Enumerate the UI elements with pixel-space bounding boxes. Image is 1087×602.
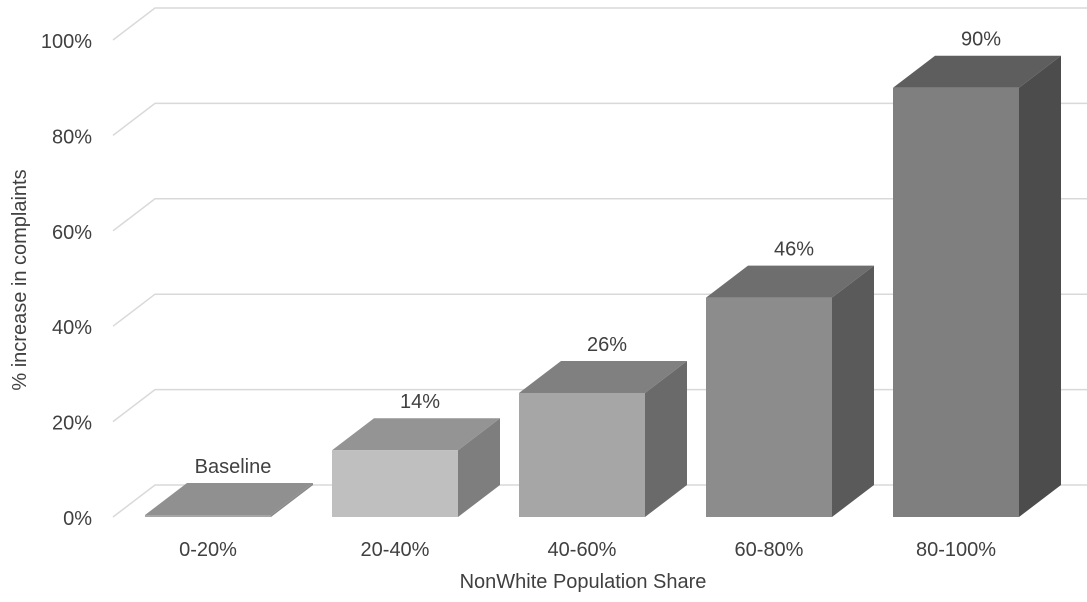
data-label: 14% [400,391,440,413]
x-tick-label: 0-20% [179,539,237,561]
y-tick-label: 20% [52,413,92,435]
y-tick-label: 0% [63,508,92,530]
bar-top [706,265,874,298]
data-label: 46% [774,239,814,261]
data-label: Baseline [195,456,272,478]
x-tick-label: 40-60% [548,539,617,561]
bar-top [519,360,687,393]
y-tick-label: 100% [41,31,92,53]
bar-front [893,87,1019,517]
gridline [112,7,1087,41]
y-tick-label: 40% [52,317,92,339]
x-tick-label: 60-80% [735,539,804,561]
bar-top [332,418,500,451]
bar-front [519,392,645,517]
y-tick-label: 60% [52,222,92,244]
y-axis-ticks: 0% 20% 40% 60% 80% 100% [41,31,92,530]
bar-side [458,418,500,517]
bar-side [832,265,874,517]
y-axis-title: % increase in complaints [9,169,31,390]
x-axis-title: NonWhite Population Share [460,571,707,593]
bar-front [145,515,271,517]
data-label: 90% [961,29,1001,51]
data-label: 26% [587,334,627,356]
bar-side [1019,55,1061,517]
bar [145,483,313,517]
bar [519,360,687,517]
bar [893,55,1061,517]
y-tick-label: 80% [52,126,92,148]
bar-front [332,450,458,517]
gridline [112,198,1087,232]
x-tick-label: 20-40% [361,539,430,561]
data-labels: Baseline 14% 26% 46% 90% [195,29,1002,478]
bar-top [145,483,313,515]
bar [706,265,874,517]
bar-side [271,483,313,517]
x-axis-ticks: 0-20% 20-40% 40-60% 60-80% 80-100% [179,539,996,561]
bar-top [893,55,1061,88]
bars [145,55,1061,517]
bar-side [645,360,687,517]
bar [332,418,500,517]
bar-front [706,297,832,517]
gridline [112,102,1087,136]
x-tick-label: 80-100% [916,539,996,561]
